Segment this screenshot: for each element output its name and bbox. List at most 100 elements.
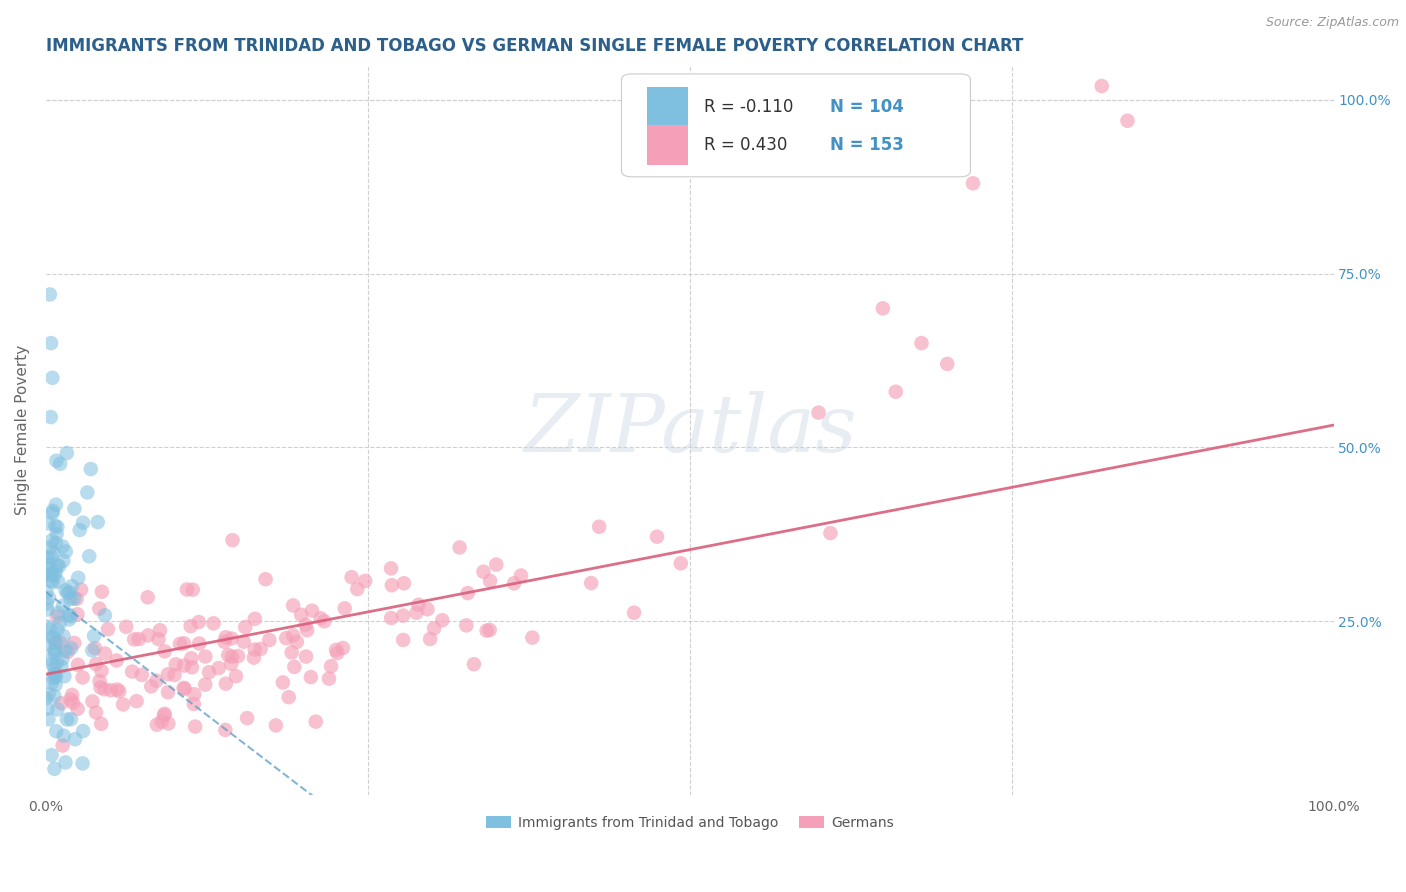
FancyBboxPatch shape <box>647 126 689 166</box>
Point <box>125 694 148 708</box>
Point <box>264 718 287 732</box>
Point <box>153 706 176 721</box>
Point <box>503 576 526 591</box>
Point <box>70 582 93 597</box>
Point <box>105 682 128 697</box>
Point <box>221 649 243 664</box>
Point <box>318 672 340 686</box>
Point <box>121 665 143 679</box>
Point <box>153 708 176 723</box>
Point <box>165 657 187 672</box>
Point <box>56 446 79 460</box>
Point <box>90 664 112 678</box>
Point <box>180 619 202 633</box>
Point <box>243 642 266 657</box>
Point <box>41 657 63 671</box>
Point <box>37 602 59 616</box>
Point <box>37 558 59 573</box>
Point <box>194 677 217 691</box>
Point <box>45 536 67 550</box>
Point <box>150 714 173 729</box>
Point <box>283 660 305 674</box>
Point <box>910 336 932 351</box>
Point <box>579 576 602 591</box>
Point <box>173 681 195 696</box>
Point <box>1091 78 1114 93</box>
Point <box>221 533 243 548</box>
Point <box>181 582 204 597</box>
Point <box>623 606 645 620</box>
Point <box>217 648 239 662</box>
Point <box>457 586 479 600</box>
Point <box>145 673 167 688</box>
Point <box>44 666 66 681</box>
Point <box>141 679 163 693</box>
Point <box>41 575 63 590</box>
Point <box>41 748 63 763</box>
Point <box>221 632 243 646</box>
Point <box>38 688 60 702</box>
Point <box>225 669 247 683</box>
Point <box>66 607 89 622</box>
Point <box>51 652 73 666</box>
Point <box>59 712 82 726</box>
Point <box>55 756 77 770</box>
Point <box>77 549 100 564</box>
Point <box>49 457 72 471</box>
Point <box>283 628 305 642</box>
Point <box>156 685 179 699</box>
Point <box>90 716 112 731</box>
Point <box>89 601 111 615</box>
Point <box>485 558 508 572</box>
Point <box>46 606 69 620</box>
Point <box>41 676 63 690</box>
Point <box>56 645 79 659</box>
Point <box>354 574 377 588</box>
Point <box>392 632 415 647</box>
Point <box>35 691 58 706</box>
Point <box>325 643 347 657</box>
Point <box>52 629 75 643</box>
Point <box>46 558 69 573</box>
Point <box>472 565 495 579</box>
Point <box>226 648 249 663</box>
Point <box>271 675 294 690</box>
Point <box>46 702 69 716</box>
Point <box>188 636 211 650</box>
Point <box>38 652 60 666</box>
Point <box>416 602 439 616</box>
Point <box>72 724 94 739</box>
Point <box>42 671 65 685</box>
Point <box>254 572 277 586</box>
Point <box>510 568 533 582</box>
Point <box>37 550 59 565</box>
Point <box>105 653 128 667</box>
Point <box>93 682 115 697</box>
Point <box>49 616 72 631</box>
Point <box>35 584 58 599</box>
Point <box>146 717 169 731</box>
Point <box>45 498 67 512</box>
Point <box>94 608 117 623</box>
Point <box>52 729 75 743</box>
Point <box>39 623 62 637</box>
Point <box>236 711 259 725</box>
Point <box>187 615 209 629</box>
Point <box>46 623 69 637</box>
Text: IMMIGRANTS FROM TRINIDAD AND TOBAGO VS GERMAN SINGLE FEMALE POVERTY CORRELATION : IMMIGRANTS FROM TRINIDAD AND TOBAGO VS G… <box>46 37 1024 55</box>
Point <box>408 598 430 612</box>
Point <box>45 656 67 670</box>
Point <box>45 453 67 467</box>
FancyBboxPatch shape <box>621 74 970 177</box>
Point <box>62 696 84 710</box>
Point <box>285 635 308 649</box>
Point <box>884 384 907 399</box>
Point <box>72 516 94 530</box>
Point <box>46 574 69 589</box>
Point <box>309 611 332 625</box>
Point <box>63 591 86 606</box>
Point <box>153 644 176 658</box>
Point <box>66 702 89 716</box>
Point <box>198 665 221 680</box>
Point <box>423 621 446 635</box>
